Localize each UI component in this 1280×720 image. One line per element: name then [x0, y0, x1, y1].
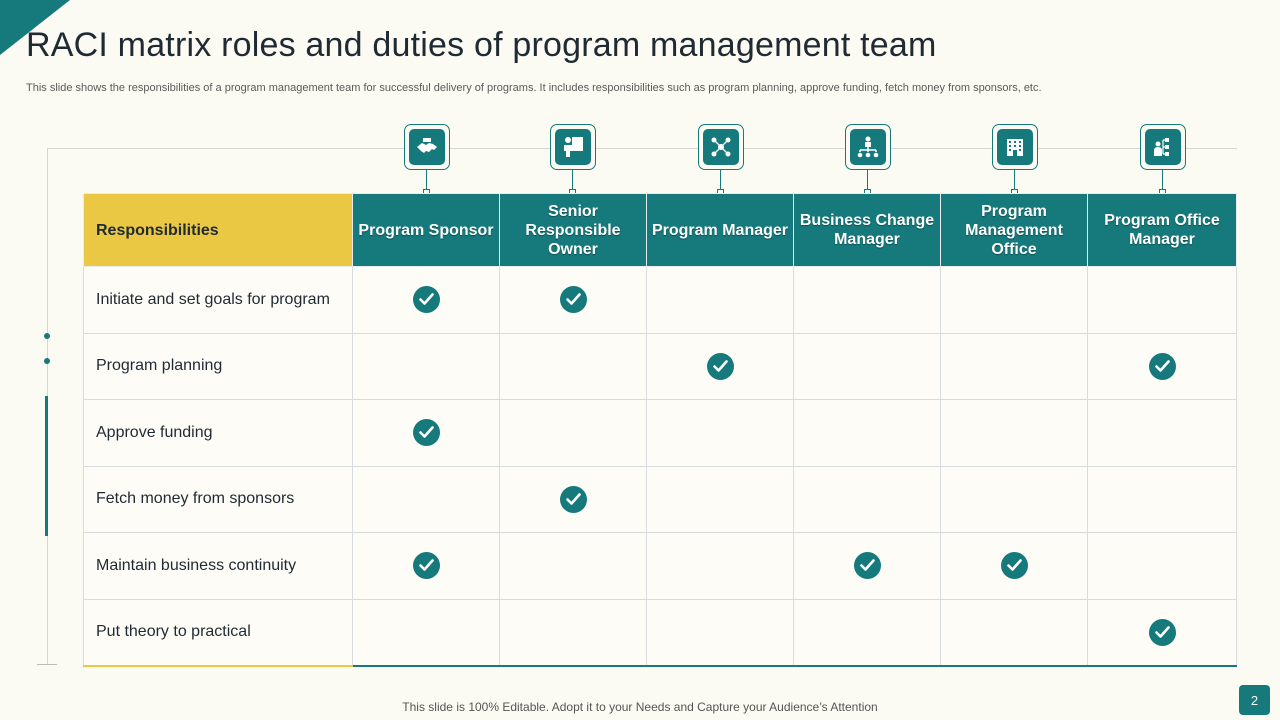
matrix-cell — [1087, 598, 1237, 667]
manager-workflow-icon — [1140, 124, 1186, 170]
handshake-icon — [404, 124, 450, 170]
slide-subtitle: This slide shows the responsibilities of… — [26, 82, 1042, 94]
role-header-business-change-manager: Business Change Manager — [793, 193, 941, 267]
responsibility-label: Approve funding — [83, 399, 353, 467]
table-row: Program planning — [83, 332, 1237, 400]
role-header-program-management-office: Program Management Office — [940, 193, 1088, 267]
org-chart-icon — [845, 124, 891, 170]
matrix-cell — [1087, 399, 1237, 467]
matrix-cell — [646, 532, 794, 600]
matrix-cell — [1087, 266, 1237, 334]
team-network-icon — [698, 124, 744, 170]
matrix-cell — [352, 332, 500, 400]
matrix-cell — [940, 399, 1088, 467]
icon-connector — [1162, 170, 1163, 190]
raci-matrix-table: Responsibilities Program Sponsor Senior … — [83, 193, 1237, 667]
matrix-cell — [793, 332, 941, 400]
role-header-program-manager: Program Manager — [646, 193, 794, 267]
matrix-cell — [940, 332, 1088, 400]
matrix-cell — [499, 266, 647, 334]
office-building-icon — [992, 124, 1038, 170]
check-circle-icon — [1148, 618, 1176, 646]
top-guide-line — [47, 148, 1237, 149]
matrix-cell — [1087, 532, 1237, 600]
page-number: 2 — [1239, 685, 1270, 715]
table-row: Fetch money from sponsors — [83, 465, 1237, 533]
icon-connector — [572, 170, 573, 190]
footer-note: This slide is 100% Editable. Adopt it to… — [402, 700, 878, 714]
matrix-cell — [352, 465, 500, 533]
icon-connector — [1014, 170, 1015, 190]
matrix-cell — [1087, 332, 1237, 400]
matrix-cell — [1087, 465, 1237, 533]
check-circle-icon — [853, 552, 881, 580]
icon-connector — [426, 170, 427, 190]
left-accent-bar — [45, 396, 48, 536]
responsibility-label: Initiate and set goals for program — [83, 266, 353, 334]
table-row: Initiate and set goals for program — [83, 266, 1237, 334]
matrix-cell — [499, 465, 647, 533]
matrix-cell — [352, 266, 500, 334]
matrix-cell — [352, 598, 500, 667]
check-circle-icon — [1000, 552, 1028, 580]
table-row: Put theory to practical — [83, 598, 1237, 667]
matrix-cell — [940, 465, 1088, 533]
check-circle-icon — [412, 419, 440, 447]
role-header-program-office-manager: Program Office Manager — [1087, 193, 1237, 267]
check-circle-icon — [412, 552, 440, 580]
role-header-senior-responsible-owner: Senior Responsible Owner — [499, 193, 647, 267]
check-circle-icon — [559, 286, 587, 314]
matrix-cell — [646, 266, 794, 334]
matrix-cell — [793, 598, 941, 667]
responsibilities-header: Responsibilities — [83, 193, 353, 267]
matrix-cell — [499, 532, 647, 600]
matrix-cell — [352, 399, 500, 467]
matrix-cell — [940, 266, 1088, 334]
check-circle-icon — [412, 286, 440, 314]
matrix-cell — [646, 399, 794, 467]
matrix-cell — [499, 332, 647, 400]
matrix-cell — [940, 598, 1088, 667]
matrix-cell — [793, 266, 941, 334]
check-circle-icon — [706, 352, 734, 380]
matrix-cell — [940, 532, 1088, 600]
guide-dot — [44, 333, 50, 339]
table-row: Maintain business continuity — [83, 532, 1237, 600]
responsibility-label: Fetch money from sponsors — [83, 465, 353, 533]
responsibility-label: Program planning — [83, 332, 353, 400]
bottom-guide-tick — [37, 664, 57, 665]
matrix-cell — [499, 598, 647, 667]
role-header-program-sponsor: Program Sponsor — [352, 193, 500, 267]
check-circle-icon — [559, 485, 587, 513]
slide-title: RACI matrix roles and duties of program … — [26, 26, 937, 64]
matrix-cell — [646, 598, 794, 667]
matrix-cell — [646, 465, 794, 533]
check-circle-icon — [1148, 352, 1176, 380]
matrix-cell — [352, 532, 500, 600]
matrix-cell — [793, 532, 941, 600]
icon-connector — [720, 170, 721, 190]
matrix-cell — [499, 399, 647, 467]
matrix-cell — [793, 399, 941, 467]
presenter-icon — [550, 124, 596, 170]
guide-dot — [44, 358, 50, 364]
raci-body: Initiate and set goals for program Progra… — [83, 266, 1237, 667]
responsibility-label: Put theory to practical — [83, 598, 353, 667]
header-row: Responsibilities Program Sponsor Senior … — [83, 193, 1237, 267]
matrix-cell — [793, 465, 941, 533]
icon-connector — [867, 170, 868, 190]
responsibility-label: Maintain business continuity — [83, 532, 353, 600]
matrix-cell — [646, 332, 794, 400]
table-row: Approve funding — [83, 399, 1237, 467]
